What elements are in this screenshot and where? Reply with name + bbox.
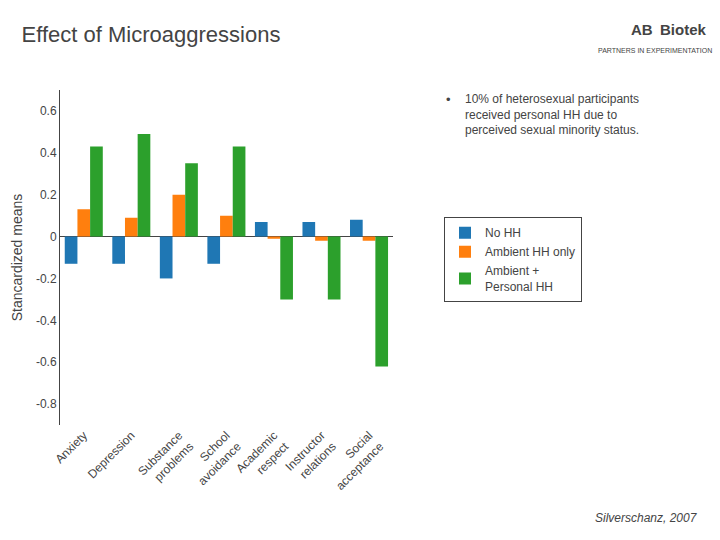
svg-text:Silverschanz, 2007: Silverschanz, 2007: [595, 511, 698, 525]
svg-text:10% of heterosexual participan: 10% of heterosexual participantsreceived…: [465, 92, 639, 137]
svg-text:Biotek: Biotek: [660, 21, 707, 38]
svg-text:•: •: [446, 92, 451, 107]
svg-text:Depression: Depression: [85, 428, 138, 481]
svg-text:Effect of Microaggressions: Effect of Microaggressions: [22, 22, 281, 47]
svg-text:0.4: 0.4: [40, 146, 57, 160]
svg-text:No HH: No HH: [485, 226, 521, 240]
svg-text:Ambient HH only: Ambient HH only: [485, 245, 575, 259]
svg-text:0.6: 0.6: [40, 104, 57, 118]
svg-text:Academicrespect: Academicrespect: [233, 428, 292, 487]
svg-text:Schoolavoidance: Schoolavoidance: [184, 428, 244, 488]
svg-text:0: 0: [50, 230, 57, 244]
svg-text:-0.2: -0.2: [36, 272, 57, 286]
svg-text:PARTNERS IN EXPERIMENTATION: PARTNERS IN EXPERIMENTATION: [598, 47, 712, 54]
svg-text:Socialacceptance: Socialacceptance: [322, 428, 387, 493]
svg-text:-0.6: -0.6: [36, 355, 57, 369]
svg-text:Anxiety: Anxiety: [52, 428, 90, 466]
svg-text:0.2: 0.2: [40, 188, 57, 202]
svg-text:-0.4: -0.4: [36, 314, 57, 328]
svg-text:Substanceproblems: Substanceproblems: [135, 428, 196, 489]
svg-text:Instructorrelations: Instructorrelations: [283, 428, 339, 484]
svg-text:-0.8: -0.8: [36, 397, 57, 411]
svg-text:AB: AB: [631, 21, 653, 38]
svg-text:Ambient +Personal HH: Ambient +Personal HH: [485, 264, 553, 294]
svg-text:Stancardized means: Stancardized means: [9, 194, 25, 322]
